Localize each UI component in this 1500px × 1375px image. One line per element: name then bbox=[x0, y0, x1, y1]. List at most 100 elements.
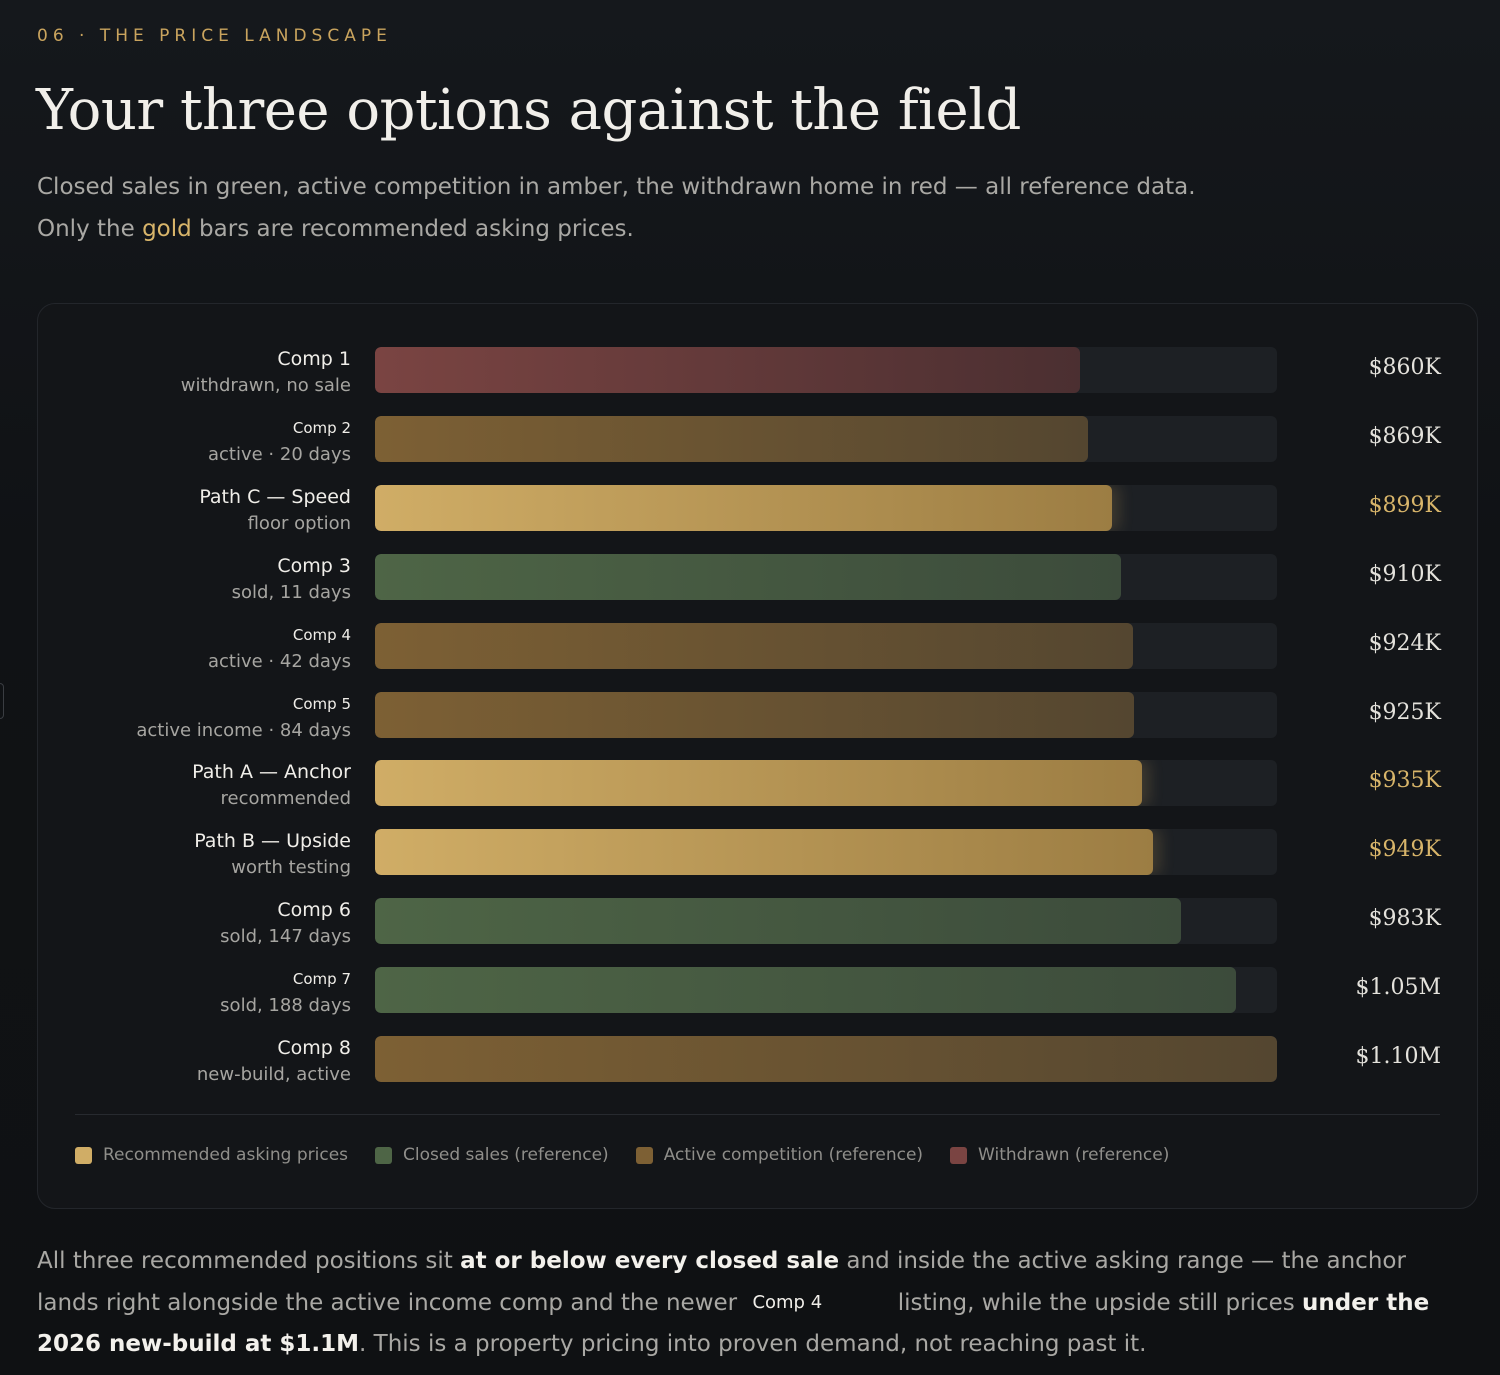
bar-row: Comp 2 active · 20 days $869K bbox=[38, 415, 1477, 485]
bar-fill-gold[interactable] bbox=[375, 484, 1112, 531]
bar-value-label: $983K bbox=[1368, 906, 1441, 932]
bar-value-label: $860K bbox=[1368, 355, 1441, 380]
bar-track bbox=[375, 415, 1277, 462]
footnote-bold-1: at or below every closed sale bbox=[460, 1248, 840, 1274]
bar-row: Comp 8 new-build, active $1.10M bbox=[38, 1036, 1477, 1105]
bar-row: Comp 5 active income · 84 days $925K bbox=[38, 691, 1477, 761]
bar-label-name: Comp 6 bbox=[277, 899, 351, 922]
edge-scroll-tab[interactable] bbox=[0, 683, 4, 719]
bar-track bbox=[375, 622, 1277, 669]
bar-track bbox=[375, 1036, 1277, 1082]
bar-fill-red[interactable] bbox=[375, 347, 1080, 393]
bar-label-sub: withdrawn, no sale bbox=[180, 375, 351, 396]
bar-label-sub: active · 42 days bbox=[208, 650, 351, 672]
bar-row: Path A — Anchor recommended $935K bbox=[38, 760, 1477, 829]
bar-label: Comp 7 sold, 188 days bbox=[21, 966, 351, 1019]
chart-panel: Comp 1 withdrawn, no sale $860K Comp 2 activ… bbox=[37, 303, 1478, 1209]
bar-fill-amber[interactable] bbox=[375, 415, 1088, 462]
bar-label: Path B — Upside worth testing bbox=[21, 828, 351, 881]
legend-label: Withdrawn (reference) bbox=[978, 1145, 1170, 1165]
bar-track bbox=[375, 967, 1277, 1014]
bar-label-name: Comp 4 bbox=[292, 625, 351, 644]
bar-value-label: $910K bbox=[1368, 561, 1441, 587]
page-title: Your three options against the field bbox=[36, 78, 1021, 143]
bar-label: Comp 3 sold, 11 days bbox=[21, 553, 351, 606]
legend-swatch-gold bbox=[75, 1146, 92, 1164]
bar-fill-gold[interactable] bbox=[375, 760, 1142, 807]
bar-track bbox=[375, 691, 1277, 738]
bar-label: Path C — Speed floor option bbox=[21, 484, 351, 537]
subtitle-pre: Only the bbox=[37, 216, 143, 242]
legend-item: Closed sales (reference) bbox=[375, 1145, 609, 1165]
subtitle-gold-word: gold bbox=[142, 216, 192, 242]
bar-label: Comp 4 active · 42 days bbox=[21, 622, 351, 675]
bar-label: Comp 5 active income · 84 days bbox=[21, 691, 351, 744]
bar-fill-gold[interactable] bbox=[375, 829, 1153, 876]
bar-track bbox=[375, 760, 1277, 807]
legend-item: Recommended asking prices bbox=[75, 1145, 348, 1165]
bar-fill-amber[interactable] bbox=[375, 622, 1133, 669]
legend-item: Withdrawn (reference) bbox=[950, 1145, 1169, 1165]
bar-label-name: Path B — Upside bbox=[194, 830, 351, 853]
footnote-text-1: All three recommended positions sit bbox=[37, 1248, 461, 1274]
bar-fill-amber[interactable] bbox=[375, 1036, 1277, 1082]
legend-swatch-red bbox=[950, 1146, 968, 1164]
bar-label: Comp 8 new-build, active bbox=[21, 1035, 351, 1088]
legend-label: Active competition (reference) bbox=[663, 1145, 924, 1165]
bar-label-sub: new-build, active bbox=[196, 1064, 351, 1085]
bar-row: Comp 1 withdrawn, no sale $860K bbox=[38, 347, 1477, 416]
bar-fill-green[interactable] bbox=[375, 553, 1121, 600]
chart-legend: Recommended asking prices Closed sales (r… bbox=[75, 1144, 1196, 1166]
bar-label-name: Path C — Speed bbox=[199, 485, 351, 508]
bar-label-sub: recommended bbox=[220, 788, 351, 810]
bar-label-name: Comp 1 bbox=[277, 348, 351, 370]
bar-label-sub: active income · 84 days bbox=[136, 719, 351, 741]
bar-row: Comp 4 active · 42 days $924K bbox=[38, 622, 1477, 692]
bar-value-label: $869K bbox=[1368, 423, 1441, 449]
bar-label-name: Path A — Anchor bbox=[192, 761, 351, 784]
bar-label: Comp 1 withdrawn, no sale bbox=[21, 346, 351, 399]
legend-item: Active competition (reference) bbox=[635, 1145, 924, 1165]
bar-label-name: Comp 3 bbox=[277, 554, 351, 577]
bar-value-label: $935K bbox=[1368, 768, 1441, 794]
legend-swatch-green bbox=[375, 1146, 393, 1164]
bar-value-label: $899K bbox=[1368, 492, 1441, 518]
bar-track bbox=[375, 347, 1277, 393]
bar-row: Comp 6 sold, 147 days $983K bbox=[38, 898, 1477, 967]
bar-fill-green[interactable] bbox=[375, 898, 1181, 945]
bar-label: Comp 2 active · 20 days bbox=[21, 415, 351, 468]
legend-label: Recommended asking prices bbox=[103, 1145, 349, 1165]
bar-fill-green[interactable] bbox=[375, 967, 1236, 1014]
bar-value-label: $1.05M bbox=[1355, 975, 1441, 1001]
bar-track bbox=[375, 484, 1277, 531]
bar-value-label: $949K bbox=[1368, 837, 1441, 863]
subtitle-post: bars are recommended asking prices. bbox=[191, 216, 634, 242]
bar-track bbox=[375, 898, 1277, 945]
bar-label-name: Comp 2 bbox=[292, 418, 351, 437]
footnote: All three recommended positions sit at o… bbox=[37, 1241, 1467, 1365]
bar-label: Comp 6 sold, 147 days bbox=[21, 897, 351, 950]
bar-label-sub: floor option bbox=[247, 512, 351, 534]
footnote-comp-label: Comp 4 bbox=[752, 1292, 823, 1313]
page-subtitle: Closed sales in green, active competitio… bbox=[37, 166, 1337, 250]
bar-track bbox=[375, 553, 1277, 600]
bar-label: Path A — Anchor recommended bbox=[21, 759, 351, 812]
bar-track bbox=[375, 829, 1277, 876]
legend-swatch-amber bbox=[635, 1146, 653, 1164]
section-eyebrow: 06 · THE PRICE LANDSCAPE bbox=[37, 26, 392, 46]
legend-label: Closed sales (reference) bbox=[403, 1145, 609, 1165]
bar-label-name: Comp 7 bbox=[292, 970, 351, 989]
bar-label-sub: worth testing bbox=[231, 857, 351, 879]
subtitle-line1: Closed sales in green, active competitio… bbox=[37, 174, 1196, 200]
bar-row: Path B — Upside worth testing $949K bbox=[38, 829, 1477, 898]
bar-value-label: $925K bbox=[1368, 699, 1441, 725]
bar-label-sub: sold, 147 days bbox=[220, 926, 351, 948]
bar-row: Comp 3 sold, 11 days $910K bbox=[38, 553, 1477, 623]
footnote-text-2: and inside the active asking range — the… bbox=[37, 1248, 1406, 1316]
bar-value-label: $1.10M bbox=[1355, 1044, 1441, 1069]
bar-row: Comp 7 sold, 188 days $1.05M bbox=[38, 967, 1477, 1036]
footnote-bold-2: under the 2026 new-build at $1.1M bbox=[37, 1290, 1430, 1357]
bar-row: Path C — Speed floor option $899K bbox=[38, 484, 1477, 554]
bar-fill-amber[interactable] bbox=[375, 691, 1134, 738]
bar-label-sub: sold, 188 days bbox=[220, 995, 351, 1017]
